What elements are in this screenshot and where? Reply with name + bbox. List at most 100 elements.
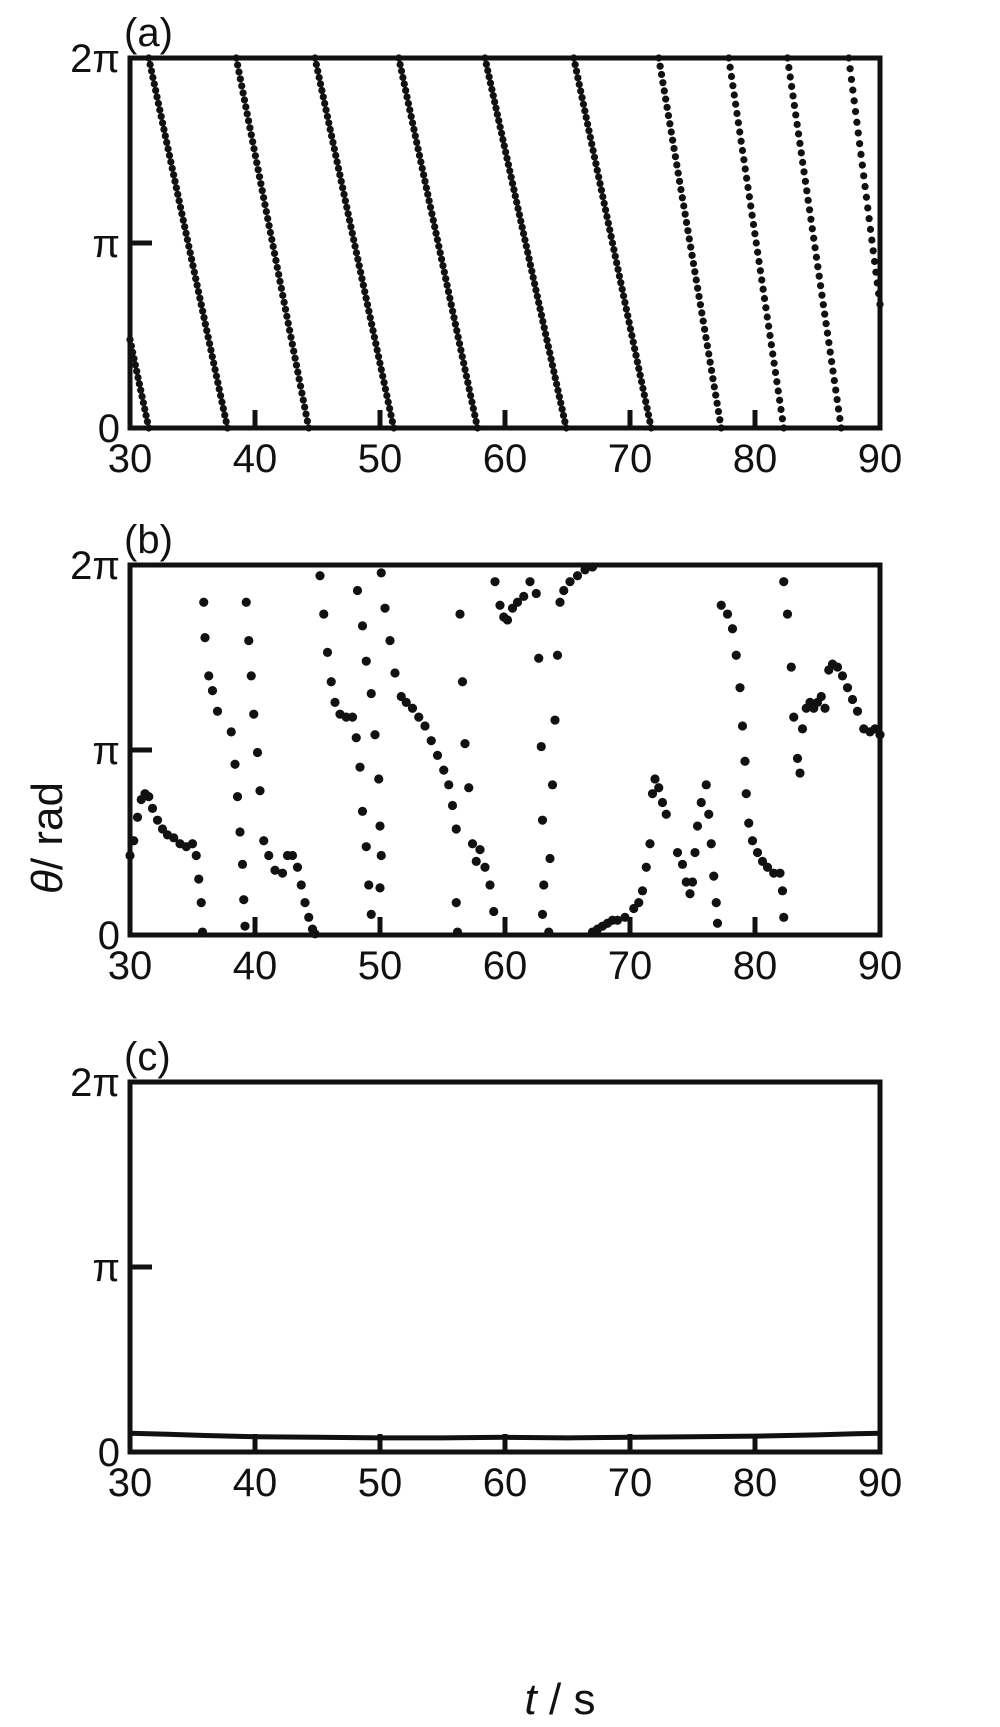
data-point	[525, 255, 533, 263]
data-point	[403, 93, 411, 101]
data-point	[221, 411, 229, 419]
data-point	[237, 859, 248, 869]
data-point	[800, 168, 808, 176]
data-point	[469, 404, 477, 413]
data-point	[132, 812, 143, 822]
data-point	[156, 106, 164, 114]
data-point	[589, 146, 597, 155]
data-point	[380, 603, 390, 613]
data-point	[300, 898, 310, 908]
data-point	[645, 839, 655, 849]
data-point	[337, 177, 345, 185]
data-point	[771, 368, 780, 377]
data-point	[497, 129, 506, 137]
data-point	[376, 359, 384, 367]
data-point	[545, 853, 555, 864]
data-point	[535, 298, 543, 307]
data-point	[495, 600, 505, 610]
data-point	[502, 615, 513, 625]
data-point	[373, 346, 381, 354]
data-point	[706, 358, 714, 366]
data-point	[285, 326, 294, 334]
data-point	[460, 359, 468, 367]
data-point	[704, 809, 714, 819]
data-point	[386, 404, 394, 413]
data-point	[537, 311, 546, 319]
data-point	[851, 107, 860, 116]
data-point	[490, 577, 500, 587]
data-point	[222, 417, 230, 426]
data-point	[475, 845, 485, 855]
data-point	[786, 73, 794, 81]
data-point	[171, 177, 179, 185]
data-point	[454, 333, 462, 341]
x-tick-label: 80	[733, 944, 778, 988]
data-point	[239, 89, 247, 97]
data-point	[766, 331, 774, 340]
data-point	[650, 774, 660, 784]
data-point	[845, 54, 853, 62]
data-point	[457, 677, 468, 687]
data-point	[669, 136, 677, 144]
data-point	[593, 166, 601, 174]
data-point	[778, 415, 786, 423]
data-point	[357, 621, 368, 631]
data-point	[572, 67, 581, 75]
data-point	[869, 247, 877, 255]
data-point	[197, 927, 208, 937]
data-point	[795, 768, 805, 778]
data-point	[666, 120, 674, 128]
data-point	[345, 216, 354, 224]
data-point	[355, 262, 363, 270]
data-point	[491, 98, 499, 106]
y-tick-label: 0	[98, 914, 120, 958]
data-point	[449, 307, 457, 315]
data-point	[543, 336, 551, 344]
x-tick-label: 50	[358, 944, 403, 988]
data-point	[689, 259, 698, 268]
data-point	[825, 339, 833, 347]
data-point	[713, 399, 721, 407]
data-point	[726, 63, 734, 71]
data-point	[484, 66, 492, 75]
x-tick-label: 70	[608, 1461, 653, 1505]
data-point	[364, 880, 374, 890]
data-point	[823, 329, 832, 337]
data-point	[280, 298, 288, 306]
data-point	[319, 93, 327, 101]
data-point	[241, 597, 251, 607]
data-point	[737, 721, 748, 731]
data-point	[259, 836, 269, 846]
data-point	[797, 724, 808, 734]
data-point	[130, 354, 138, 363]
data-point	[743, 174, 751, 182]
data-point	[397, 67, 406, 75]
data-point	[141, 405, 149, 413]
data-point	[207, 346, 215, 354]
data-point	[687, 243, 695, 251]
data-point	[537, 815, 548, 825]
data-point	[323, 112, 332, 121]
data-point	[187, 839, 198, 849]
data-point	[443, 281, 451, 289]
data-point	[190, 268, 198, 276]
data-point	[199, 597, 209, 607]
data-point	[383, 391, 391, 400]
data-point	[496, 123, 504, 131]
data-point	[680, 202, 688, 210]
data-point	[249, 138, 257, 146]
data-point	[752, 239, 760, 247]
data-point	[550, 715, 560, 725]
data-point	[369, 327, 377, 335]
data-point	[287, 850, 298, 861]
data-point	[805, 206, 814, 214]
data-point	[588, 140, 596, 148]
data-point	[866, 225, 875, 233]
data-point	[547, 355, 555, 363]
data-point	[451, 824, 461, 834]
data-point	[262, 207, 270, 216]
data-point	[270, 865, 280, 875]
data-point	[439, 262, 447, 270]
data-point	[561, 418, 569, 426]
